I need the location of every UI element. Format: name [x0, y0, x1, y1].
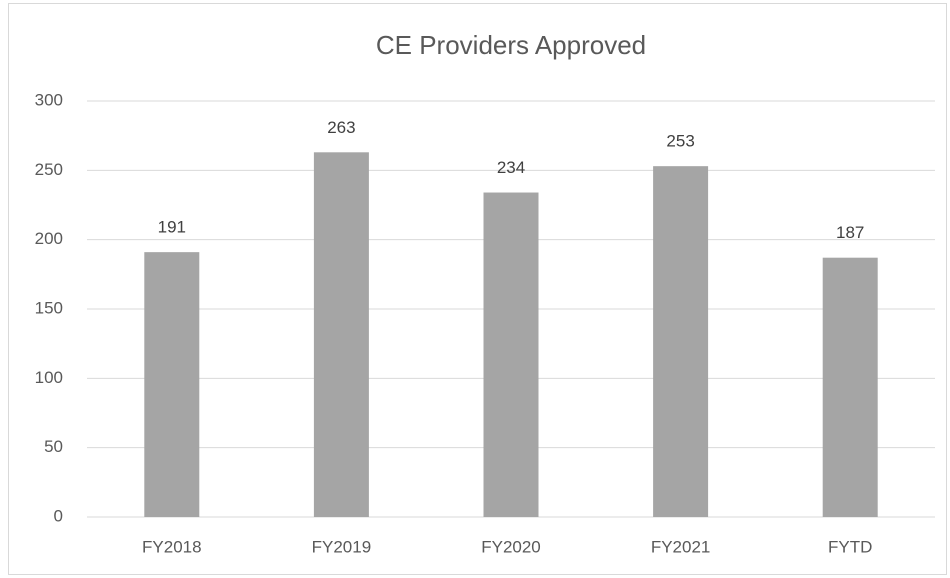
x-tick-label: FY2021: [651, 537, 711, 556]
x-tick-label: FY2019: [312, 537, 372, 556]
y-tick-label: 50: [44, 437, 63, 456]
bar: [822, 257, 878, 517]
x-tick-label: FYTD: [828, 537, 872, 556]
y-tick-label: 300: [35, 90, 63, 109]
bar: [313, 152, 369, 517]
data-label: 253: [666, 132, 694, 151]
bar: [144, 252, 200, 517]
y-tick-label: 250: [35, 160, 63, 179]
x-tick-label: FY2018: [142, 537, 202, 556]
bar: [653, 166, 709, 517]
y-tick-label: 100: [35, 368, 63, 387]
data-label: 263: [327, 118, 355, 137]
chart-title: CE Providers Approved: [376, 30, 646, 60]
y-tick-label: 200: [35, 229, 63, 248]
bar: [483, 192, 539, 517]
data-label: 191: [158, 218, 186, 237]
y-tick-label: 150: [35, 298, 63, 317]
data-label: 187: [836, 223, 864, 242]
data-label: 234: [497, 158, 525, 177]
y-tick-label: 0: [54, 506, 63, 525]
x-tick-label: FY2020: [481, 537, 541, 556]
